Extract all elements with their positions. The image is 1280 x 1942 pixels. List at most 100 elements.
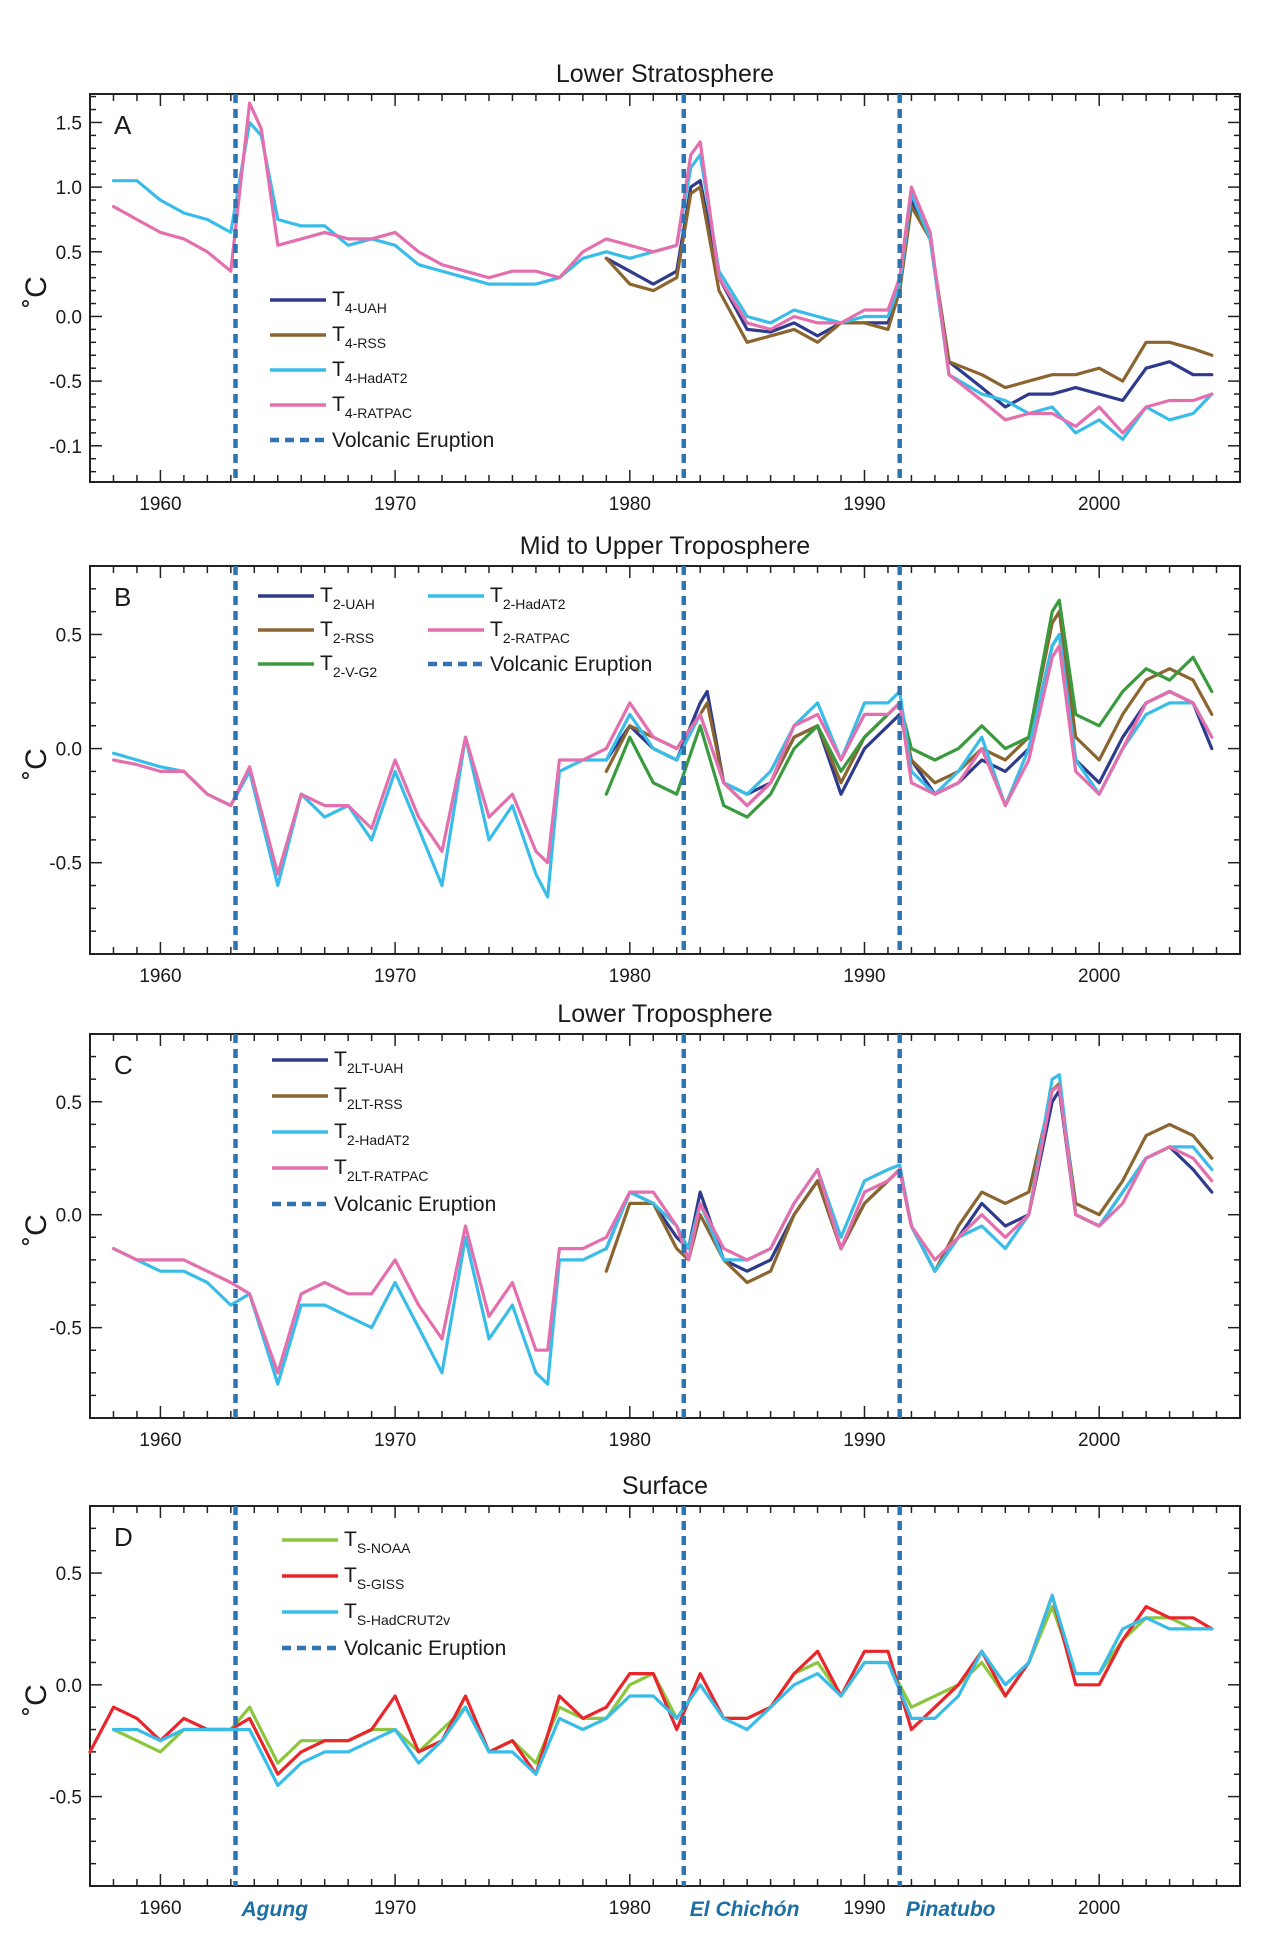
- x-tick-label: 1970: [374, 1430, 416, 1451]
- series-line-2-hadat2: [111, 632, 1214, 899]
- eruption-name: Agung: [241, 1898, 309, 1921]
- legend-label: TS-NOAA: [344, 1528, 411, 1556]
- x-tick-label: 1990: [843, 1430, 885, 1451]
- eruption-name: Pinatubo: [906, 1898, 996, 1921]
- series-line-2lt-ratpac: [111, 1084, 1214, 1375]
- legend-label-sub: 2-HadAT2: [347, 1132, 410, 1148]
- x-tick-label: 1970: [374, 966, 416, 987]
- y-tick-label: 0.5: [56, 1093, 82, 1114]
- y-tick-label: -0.5: [49, 854, 82, 875]
- legend-label: T2-HadAT2: [490, 584, 566, 612]
- y-axis-label: ˚C: [20, 748, 53, 780]
- series-line-2-ratpac: [111, 644, 1214, 876]
- x-tick-label: 1960: [139, 494, 181, 515]
- x-tick-label: 1990: [843, 494, 885, 515]
- legend-label-sub: S-GISS: [357, 1576, 404, 1592]
- legend-label: T2LT-RATPAC: [334, 1156, 429, 1184]
- legend-label: T4-UAH: [332, 288, 387, 316]
- panel-title: Lower Troposphere: [557, 1000, 772, 1028]
- panel-letter: B: [114, 582, 131, 612]
- x-tick-label: 1960: [139, 966, 181, 987]
- panel-letter: D: [114, 1522, 133, 1552]
- y-tick-label: 1.5: [56, 113, 82, 134]
- legend-label: T2-UAH: [320, 584, 375, 612]
- panel-b: Mid to Upper Troposphere 1960 1970 1980 1990…: [20, 532, 1241, 987]
- legend-label-sub: S-NOAA: [357, 1540, 411, 1556]
- y-tick-label: 0.0: [56, 1206, 82, 1227]
- eruption-name: El Chichón: [690, 1898, 800, 1921]
- legend-label: T2-V-G2: [320, 652, 377, 680]
- legend-label-volcanic: Volcanic Eruption: [334, 1193, 496, 1216]
- panel-a: Lower Stratosphere 1960 1970 1980 1990 2000 1.…: [20, 60, 1241, 515]
- panel-title: Surface: [622, 1472, 708, 1500]
- x-tick-label: 2000: [1078, 1430, 1120, 1451]
- legend-label-sub: 2-HadAT2: [503, 596, 566, 612]
- x-tick-label: 1980: [609, 1898, 651, 1919]
- x-tick-label: 2000: [1078, 494, 1120, 515]
- legend-label: T2-HadAT2: [334, 1120, 410, 1148]
- x-tick-label: 1970: [374, 494, 416, 515]
- legend-label-sub: 2-RSS: [333, 630, 374, 646]
- y-tick-label: 0.5: [56, 1564, 82, 1585]
- legend-label: T2LT-UAH: [334, 1048, 403, 1076]
- y-tick-label: -0.5: [49, 372, 82, 393]
- legend-label-sub: 2-V-G2: [333, 664, 378, 680]
- plot-frame: [89, 93, 1241, 483]
- panel-c: Lower Troposphere 1960 1970 1980 1990 2000 0.5…: [20, 1000, 1241, 1451]
- legend-label: T2LT-RSS: [334, 1084, 403, 1112]
- series-line-s-noaa: [111, 1605, 1214, 1765]
- panel-title: Mid to Upper Troposphere: [520, 532, 810, 560]
- x-tick-label: 1980: [609, 494, 651, 515]
- legend-label-sub: 2-UAH: [333, 596, 375, 612]
- plot-frame: [89, 565, 1241, 955]
- x-tick-label: 2000: [1078, 1898, 1120, 1919]
- legend-label: T2-RSS: [320, 618, 374, 646]
- legend-label-sub: S-HadCRUT2v: [357, 1612, 450, 1628]
- y-tick-label: 1.0: [56, 178, 82, 199]
- legend-label: T4-RSS: [332, 323, 386, 351]
- series-line-4-hadat2: [111, 120, 1214, 441]
- x-tick-label: 1990: [843, 1898, 885, 1919]
- series-line-2lt-rss: [604, 1082, 1214, 1285]
- y-tick-label: 0.0: [56, 1676, 82, 1697]
- plot-frame: [89, 1033, 1241, 1419]
- y-tick-label: -0.5: [49, 1319, 82, 1340]
- x-tick-label: 1980: [609, 1430, 651, 1451]
- panel-title: Lower Stratosphere: [556, 60, 774, 88]
- series-line-2-v-g2: [604, 598, 1214, 819]
- x-tick-label: 1960: [139, 1898, 181, 1919]
- legend-label-sub: 2LT-RSS: [347, 1096, 403, 1112]
- legend-label-sub: 2LT-RATPAC: [347, 1168, 429, 1184]
- x-tick-label: 1970: [374, 1898, 416, 1919]
- legend-label-volcanic: Volcanic Eruption: [490, 653, 652, 676]
- legend-label-sub: 2-RATPAC: [503, 630, 570, 646]
- legend-label: T4-HadAT2: [332, 358, 408, 386]
- x-tick-label: 1990: [843, 966, 885, 987]
- legend-label-sub: 4-UAH: [345, 300, 387, 316]
- series-line-s-hadcrut2v: [111, 1593, 1214, 1787]
- legend-label-sub: 2LT-UAH: [347, 1060, 404, 1076]
- y-axis-label: ˚C: [20, 1684, 53, 1716]
- plot-frame: [89, 1505, 1241, 1887]
- legend-label: TS-GISS: [344, 1564, 404, 1592]
- legend-label: T4-RATPAC: [332, 393, 412, 421]
- y-axis-label: ˚C: [20, 1214, 53, 1246]
- y-tick-label: 0.0: [56, 740, 82, 761]
- y-tick-label: 0.5: [56, 243, 82, 264]
- x-tick-label: 2000: [1078, 966, 1120, 987]
- x-tick-label: 1960: [139, 1430, 181, 1451]
- legend-label-sub: 4-HadAT2: [345, 370, 408, 386]
- y-tick-label: 0.5: [56, 625, 82, 646]
- y-axis-label: ˚C: [20, 276, 53, 308]
- legend-label: TS-HadCRUT2v: [344, 1600, 450, 1628]
- legend-label-volcanic: Volcanic Eruption: [332, 429, 494, 452]
- legend-label: T2-RATPAC: [490, 618, 570, 646]
- legend-label-sub: 4-RSS: [345, 335, 386, 351]
- y-tick-label: 0.0: [56, 307, 82, 328]
- series-line-4-ratpac: [111, 101, 1214, 435]
- panel-d: Surface 1960 1970 1980 1990 2000 0.5 0.0 -0.5 ˚C D…: [20, 1472, 1241, 1921]
- panel-letter: A: [114, 110, 132, 140]
- panel-letter: C: [114, 1050, 133, 1080]
- y-tick-label: -0.5: [49, 1788, 82, 1809]
- legend-label-volcanic: Volcanic Eruption: [344, 1637, 506, 1660]
